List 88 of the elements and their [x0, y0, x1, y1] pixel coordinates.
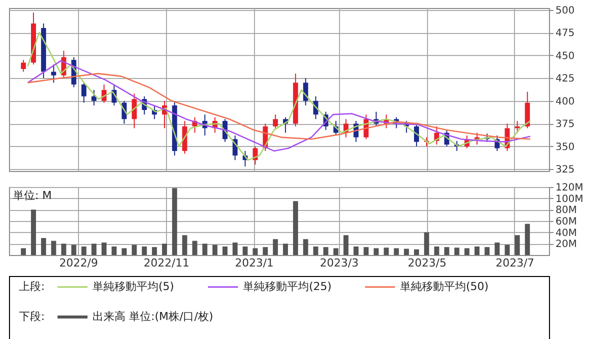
bar [91, 244, 96, 255]
bar [202, 244, 208, 255]
bar [182, 235, 188, 255]
bar [20, 248, 26, 255]
bar [232, 242, 238, 255]
bar [514, 235, 520, 255]
bar [81, 246, 86, 255]
bar [494, 242, 500, 255]
bar [71, 244, 76, 255]
bar [122, 248, 127, 255]
x-tick-label: 2023/5 [408, 256, 446, 270]
bar [262, 247, 268, 255]
bar [394, 248, 399, 255]
bar [293, 201, 298, 255]
bar [474, 246, 480, 255]
bar [41, 238, 46, 255]
bar [222, 246, 228, 255]
x-tick-label: 2023/7 [496, 256, 534, 270]
bar [313, 246, 318, 255]
bar [364, 247, 369, 255]
bar [112, 246, 117, 255]
candlestick [524, 91, 530, 129]
bar [464, 248, 470, 255]
candlestick [81, 82, 86, 104]
legend-label: 単純移動平均(5) [92, 280, 174, 293]
y-tick-label: 40M [556, 228, 577, 239]
x-tick-label: 2022/9 [59, 256, 98, 270]
bar [61, 244, 66, 255]
bar [212, 244, 218, 255]
bar [192, 240, 198, 255]
bar [323, 247, 328, 255]
y-tick-label: 325 [556, 164, 575, 176]
bar [272, 239, 278, 255]
y-tick-label: 120M [556, 182, 584, 194]
y-tick-label: 100M [556, 194, 584, 205]
y-tick-label: 20M [556, 239, 577, 250]
bar [172, 188, 178, 255]
bar [162, 244, 168, 255]
bar [354, 246, 359, 255]
y-tick-label: 60M [556, 216, 577, 228]
legend-title: 下段: [19, 310, 45, 323]
line-series [27, 72, 531, 140]
candlestick [91, 89, 96, 106]
bar [374, 248, 379, 255]
line-series [27, 32, 531, 161]
y-tick-label: 500 [556, 5, 575, 16]
candlestick [272, 114, 278, 129]
bar [484, 247, 490, 255]
bar [252, 248, 258, 255]
bar [102, 242, 107, 255]
y-tick-label: 350 [556, 142, 575, 153]
candlestick [51, 64, 56, 84]
bar [414, 249, 420, 255]
annotation: 単位: M [13, 189, 52, 202]
bar [524, 224, 530, 255]
bar [282, 244, 288, 255]
candlestick [20, 59, 26, 72]
bar [454, 248, 460, 255]
bar [142, 246, 147, 255]
bar [424, 232, 430, 255]
legend-label: 出来高 単位:(M株/口/枚) [92, 310, 214, 323]
candlestick [132, 93, 137, 129]
y-tick-label: 475 [556, 28, 575, 40]
bar [303, 239, 308, 255]
y-tick-label: 450 [556, 50, 575, 62]
bar [434, 246, 440, 255]
legend-title: 上段: [19, 280, 45, 293]
bar [152, 247, 157, 255]
y-tick-label: 375 [556, 119, 575, 130]
y-tick-label: 80M [556, 205, 577, 216]
bar [504, 244, 510, 255]
legend-label: 単純移動平均(50) [400, 280, 489, 293]
y-tick-label: 425 [556, 74, 575, 85]
bar [51, 240, 56, 255]
y-tick-label: 400 [556, 96, 575, 108]
x-tick-label: 2023/1 [234, 256, 274, 270]
bar [384, 248, 389, 255]
bar [30, 210, 36, 255]
bar [404, 248, 409, 255]
legend-label: 単純移動平均(25) [243, 280, 332, 293]
bar [132, 244, 137, 255]
candlestick [303, 78, 308, 106]
bar [444, 247, 450, 255]
bar [343, 235, 348, 255]
bar [333, 248, 338, 255]
x-tick-label: 2022/11 [144, 256, 190, 270]
bar [242, 246, 248, 255]
x-tick-label: 2023/3 [320, 256, 359, 270]
